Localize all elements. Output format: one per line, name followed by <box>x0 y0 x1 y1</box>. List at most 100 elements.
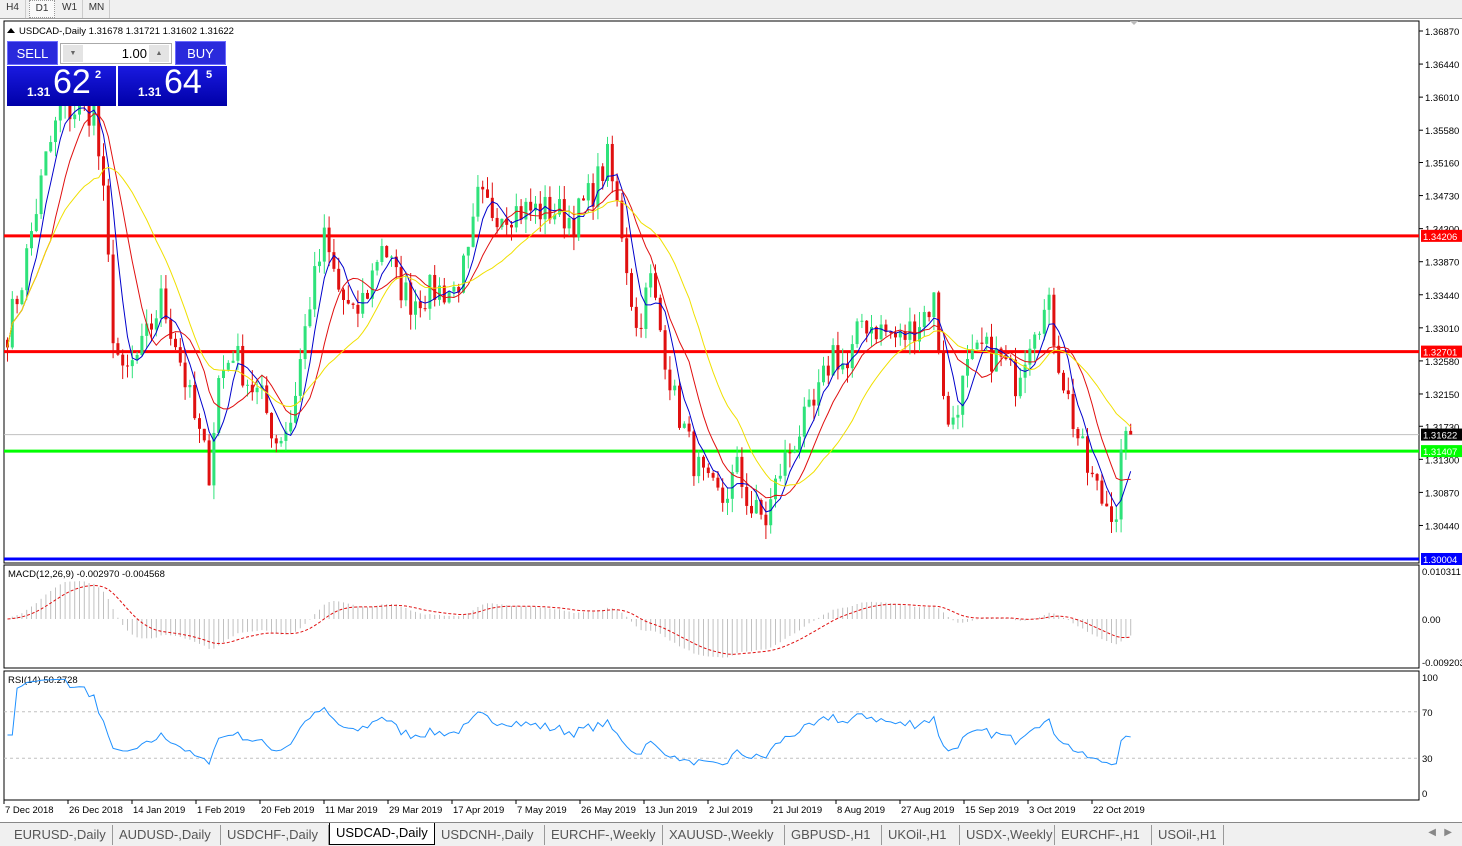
date-tick-label: 11 Mar 2019 <box>325 805 378 816</box>
chart-tab[interactable]: EURCHF-,H1 <box>1055 825 1152 845</box>
candle-body <box>356 304 360 314</box>
date-tick-label: 7 May 2019 <box>517 805 567 816</box>
candle-body <box>702 456 705 468</box>
candle-body <box>740 456 744 487</box>
candle-body <box>999 348 1003 357</box>
chart-tab[interactable]: USDCAD-,Daily <box>329 823 435 845</box>
timeframe-toolbar: H4 D1 W1 MN <box>0 0 1462 19</box>
candle-body <box>380 246 384 263</box>
candle-body <box>908 321 912 340</box>
candle-body <box>44 151 48 176</box>
chart-tab[interactable]: AUDUSD-,Daily <box>113 825 221 845</box>
chart-tab[interactable]: USDCNH-,Daily <box>435 825 545 845</box>
candle-body <box>169 319 173 339</box>
candle-body <box>490 197 494 218</box>
candle-body <box>841 363 845 370</box>
candle-body <box>524 201 528 220</box>
chart-tab[interactable]: EURUSD-,Daily <box>8 825 113 845</box>
candle-body <box>159 288 163 319</box>
candle-body <box>918 327 921 342</box>
candle-body <box>126 365 129 367</box>
candle-body <box>831 345 835 376</box>
sell-price[interactable]: 1.31 62 2 <box>7 63 116 106</box>
candle-body <box>903 331 907 340</box>
candle-body <box>1076 428 1080 439</box>
candle-body <box>92 103 96 126</box>
chart-tab[interactable]: GBPUSD-,H1 <box>785 825 882 845</box>
candle-body <box>279 440 283 444</box>
candle-body <box>961 375 965 415</box>
level-price-label: 1.32701 <box>1423 348 1457 359</box>
candle-body <box>1066 390 1070 395</box>
chart-tab[interactable]: EURCHF-,Weekly <box>545 825 663 845</box>
candle-body <box>284 431 288 441</box>
candle-body <box>121 354 125 366</box>
level-price-label: 1.30004 <box>1423 555 1457 566</box>
candle-body <box>111 254 115 344</box>
candle-body <box>1114 519 1118 522</box>
candle-body <box>298 359 302 396</box>
chart-tab[interactable]: USOil-,H1 <box>1152 825 1224 845</box>
tab-scroll-arrows-icon[interactable]: ◀ ▶ <box>1428 827 1452 838</box>
sell-price-fraction: 2 <box>95 69 102 81</box>
candle-body <box>610 143 614 182</box>
candle-body <box>322 227 326 262</box>
candle-body <box>409 282 413 315</box>
candle-body <box>265 385 269 413</box>
price-tick-label: 1.31300 <box>1425 455 1459 466</box>
date-tick-label: 29 Mar 2019 <box>389 805 442 816</box>
candle-body <box>687 423 691 432</box>
timeframe-mn[interactable]: MN <box>84 0 110 18</box>
lot-size-field[interactable]: ▼ 1.00 ▲ <box>60 43 172 64</box>
candle-body <box>375 262 379 271</box>
chart-tab[interactable]: XAUUSD-,Weekly <box>663 825 785 845</box>
candle-body <box>471 216 475 247</box>
macd-label: MACD(12,26,9) -0.002970 -0.004568 <box>8 569 165 580</box>
candle-body <box>236 345 240 361</box>
chart-tab[interactable]: USDX-,Weekly <box>960 825 1055 845</box>
date-tick-label: 22 Oct 2019 <box>1093 805 1145 816</box>
rsi-tick-label: 0 <box>1422 789 1427 800</box>
timeframe-d1[interactable]: D1 <box>29 0 55 18</box>
date-tick-label: 8 Aug 2019 <box>837 805 885 816</box>
candle-body <box>116 343 120 355</box>
lot-increase-icon[interactable]: ▲ <box>149 45 169 62</box>
buy-button[interactable]: BUY <box>175 41 226 65</box>
candle-body <box>255 387 259 393</box>
candle-body <box>836 345 840 370</box>
candle-body <box>769 499 773 526</box>
candle-body <box>706 467 710 474</box>
candle-body <box>1047 294 1051 310</box>
macd-pane <box>3 564 1420 669</box>
candle-body <box>711 473 715 478</box>
candle-body <box>135 354 139 361</box>
level-price-badge <box>1421 229 1462 242</box>
buy-price[interactable]: 1.31 64 5 <box>118 63 227 106</box>
candle-body <box>860 320 864 322</box>
candle-body <box>1033 334 1037 349</box>
date-tick-label: 7 Dec 2018 <box>5 805 54 816</box>
level-price-badge <box>1421 552 1462 565</box>
candle-body <box>466 246 470 256</box>
candle-body <box>586 183 590 201</box>
candle-body <box>313 266 317 310</box>
chart-canvas[interactable]: 1.36870 1.36440 1.36010 1.35580 1.35160 1.347… <box>0 19 1462 822</box>
candle-body <box>807 399 811 407</box>
candle-body <box>1129 430 1133 435</box>
chart-tab[interactable]: USDCHF-,Daily <box>221 825 329 845</box>
candle-body <box>433 274 437 300</box>
candle-body <box>985 336 989 344</box>
lot-value[interactable]: 1.00 <box>121 46 147 61</box>
candle-body <box>774 478 777 500</box>
candle-body <box>270 412 273 439</box>
candle-body <box>913 321 917 342</box>
lot-decrease-icon[interactable]: ▼ <box>63 45 83 62</box>
candle-body <box>802 406 806 437</box>
candle-body <box>855 321 859 345</box>
sell-button[interactable]: SELL <box>7 41 58 65</box>
timeframe-h4[interactable]: H4 <box>0 0 26 18</box>
timeframe-w1[interactable]: W1 <box>57 0 83 18</box>
chart-window[interactable]: 1.36870 1.36440 1.36010 1.35580 1.35160 1.347… <box>0 19 1462 822</box>
candle-body <box>1100 480 1104 504</box>
chart-tab[interactable]: UKOil-,H1 <box>882 825 960 845</box>
